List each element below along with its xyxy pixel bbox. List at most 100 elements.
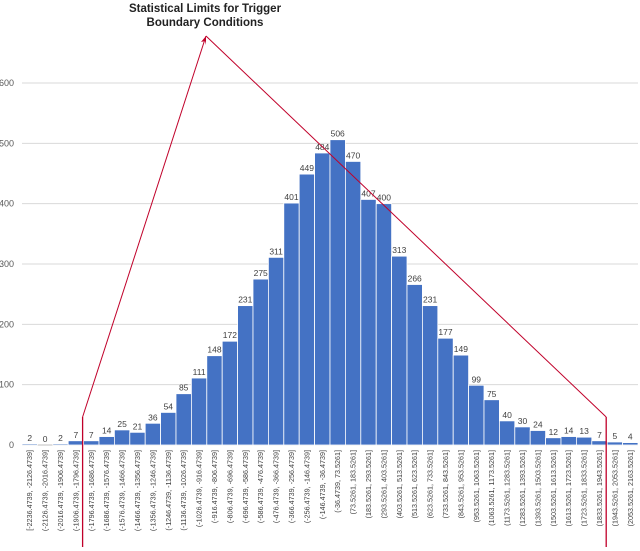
x-tick-label-6: (-1576.4739, -1466.4739]	[118, 450, 127, 531]
x-tick-label-0: [-2236.4739, -2126.4739]	[25, 450, 34, 531]
x-tick-label-24: (403.5261, 513.5261]	[395, 450, 404, 518]
x-tick-label-18: (-256.4739, -146.4739]	[302, 450, 311, 523]
data-label-13: 172	[223, 330, 237, 340]
limits-annotation: Statistical Limits for Trigger Boundary …	[81, 3, 607, 547]
x-tick-label-33: (1393.5261, 1503.5261]	[533, 450, 542, 526]
x-tick-label-28: (843.5261, 953.5261]	[456, 450, 465, 518]
bar-25	[406, 284, 423, 446]
bar-6	[114, 429, 131, 446]
right-limit-connector-line	[205, 35, 607, 418]
bar-35	[560, 436, 577, 446]
y-tick-label-600: 600	[0, 78, 14, 88]
bar-10	[175, 393, 192, 446]
data-label-34: 12	[549, 427, 559, 437]
y-tick-label-300: 300	[0, 259, 14, 269]
x-tick-label-26: (623.5261, 733.5261]	[426, 450, 435, 518]
bar-29	[468, 384, 485, 446]
data-label-23: 400	[377, 193, 391, 203]
y-tick-label-200: 200	[0, 319, 14, 329]
bar-36	[576, 436, 593, 446]
x-tick-label-36: (1723.5261, 1833.5261]	[580, 450, 589, 526]
bar-8	[144, 422, 161, 446]
data-label-37: 7	[597, 430, 602, 440]
x-tick-label-5: (-1686.4739, -1576.4739]	[102, 450, 111, 531]
x-tick-label-13: (-806.4739, -696.4739]	[225, 450, 234, 523]
x-tick-label-30: (1063.5261, 1173.5261]	[487, 450, 496, 526]
data-label-29: 99	[472, 374, 482, 384]
data-label-3: 7	[74, 430, 79, 440]
bar-12	[206, 355, 223, 446]
data-label-9: 54	[164, 401, 174, 411]
bar-19	[314, 152, 331, 446]
x-tick-label-25: (513.5261, 623.5261]	[410, 450, 419, 518]
bar-39	[622, 442, 639, 446]
bar-26	[421, 305, 439, 446]
data-label-11: 111	[193, 367, 206, 377]
data-label-32: 30	[518, 416, 528, 426]
x-tick-label-35: (1613.5261, 1723.5261]	[564, 450, 573, 526]
y-tick-label-400: 400	[0, 199, 14, 209]
x-tick-label-21: (73.5261, 183.5261]	[349, 450, 358, 514]
x-tick-label-19: (-146.4739, -36.4739]	[318, 450, 327, 519]
data-label-31: 40	[502, 410, 512, 420]
bar-18	[298, 173, 316, 446]
data-label-16: 311	[269, 246, 283, 256]
bar-37	[591, 440, 608, 446]
x-tick-label-34: (1503.5261, 1613.5261]	[549, 450, 558, 526]
x-tick-label-39: (2053.5261, 2163.5261]	[626, 450, 635, 526]
bar-11	[190, 377, 208, 446]
bar-27	[437, 337, 454, 446]
x-tick-label-17: (-366.4739, -256.4739]	[287, 450, 296, 523]
data-label-27: 177	[438, 327, 452, 337]
x-tick-label-32: (1283.5261, 1393.5261]	[518, 450, 527, 526]
data-label-24: 313	[392, 245, 406, 255]
bar-30	[483, 399, 500, 446]
data-label-39: 4	[628, 432, 633, 442]
bar-4	[83, 440, 100, 446]
bar-21	[344, 161, 362, 446]
data-label-38: 5	[613, 431, 618, 441]
bar-34	[545, 437, 562, 446]
bar-32	[514, 426, 531, 446]
data-label-35: 14	[564, 426, 574, 436]
x-tick-label-10: (-1136.4739, -1026.4739]	[179, 450, 188, 531]
data-label-30: 75	[487, 389, 497, 399]
bar-16	[267, 256, 285, 446]
data-label-17: 401	[284, 192, 298, 202]
bar-5	[98, 436, 115, 446]
data-label-12: 148	[207, 345, 221, 355]
x-tick-label-1: (-2126.4739, -2016.4739]	[41, 450, 50, 531]
data-label-0: 2	[27, 433, 32, 443]
x-tick-label-37: (1833.5261, 1943.5261]	[595, 450, 604, 526]
bar-17	[283, 202, 300, 446]
x-tick-label-22: (183.5261, 293.5261]	[364, 450, 373, 518]
data-label-1: 0	[43, 434, 48, 444]
x-tick-label-2: (-2016.4739, -1906.4739]	[56, 450, 65, 531]
bar-0	[21, 443, 38, 446]
y-tick-label-500: 500	[0, 138, 14, 148]
bar-7	[129, 431, 146, 446]
x-tick-label-11: (-1026.4739, -916.4739]	[195, 450, 204, 527]
bar-38	[606, 441, 624, 446]
bar-14	[237, 305, 254, 446]
y-tick-label-100: 100	[0, 380, 14, 390]
x-tick-label-8: (-1356.4739, -1246.4739]	[148, 450, 157, 531]
annotation-title-line-2: Boundary Conditions	[147, 17, 264, 29]
bars	[21, 139, 639, 446]
x-tick-label-15: (-586.4739, -476.4739]	[256, 450, 265, 523]
bar-13	[221, 340, 238, 446]
bar-2	[52, 443, 69, 446]
x-tick-label-7: (-1466.4739, -1356.4739]	[133, 450, 142, 531]
bar-31	[498, 420, 516, 446]
bar-15	[252, 278, 269, 446]
bar-9	[160, 412, 177, 446]
data-label-7: 21	[133, 421, 143, 431]
x-tick-label-4: (-1796.4739, -1686.4739]	[87, 450, 96, 531]
x-tick-label-38: (1943.5261, 2053.5261]	[610, 450, 619, 526]
annotation-pointer-marker	[201, 36, 206, 45]
left-limit-connector-line	[82, 35, 207, 418]
bar-23	[375, 203, 393, 446]
data-label-8: 36	[148, 412, 158, 422]
x-axis-ticks: [-2236.4739, -2126.4739] (-2126.4739, -20…	[25, 450, 635, 531]
data-label-33: 24	[533, 420, 543, 430]
